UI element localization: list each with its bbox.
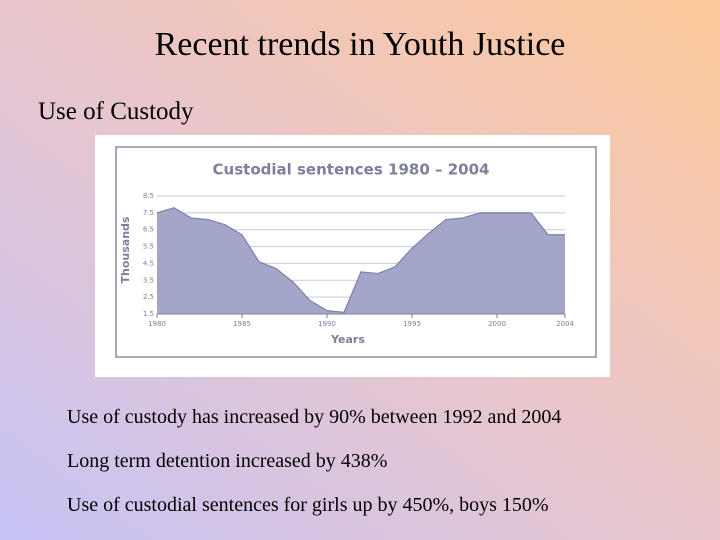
y-tick-label: 1.5: [143, 310, 154, 318]
chart-title: Custodial sentences 1980 – 2004: [213, 161, 490, 179]
y-tick-label: 5.5: [143, 243, 154, 251]
x-tick-label: 1980: [148, 320, 166, 328]
bullet: Use of custodial sentences for girls up …: [67, 494, 549, 516]
x-tick-label: 1990: [318, 320, 336, 328]
bullet: Use of custody has increased by 90% betw…: [67, 406, 562, 428]
x-tick-label: 1995: [403, 320, 421, 328]
x-axis-label: Years: [330, 333, 365, 346]
y-tick-label: 3.5: [143, 276, 154, 284]
bullet: Long term detention increased by 438%: [67, 450, 388, 472]
y-tick-label: 6.5: [143, 226, 154, 234]
y-tick-label: 8.5: [143, 192, 154, 200]
y-tick-label: 4.5: [143, 259, 154, 267]
area: [157, 207, 565, 314]
x-tick-label: 2000: [488, 320, 506, 328]
area-outline: [156, 207, 565, 313]
slide-subtitle: Use of Custody: [38, 98, 194, 125]
x-tick-label: 2004: [556, 320, 574, 328]
y-tick-label: 2.5: [143, 293, 154, 301]
x-tick-label: 1985: [233, 320, 251, 328]
y-tick-label: 7.5: [143, 209, 154, 217]
slide-title: Recent trends in Youth Justice: [154, 26, 566, 63]
y-axis-label: Thousands: [119, 216, 132, 283]
